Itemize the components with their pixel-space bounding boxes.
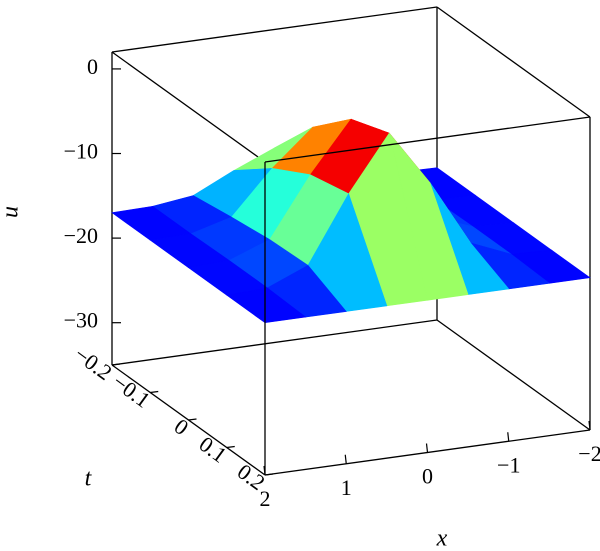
x-tick-label: 2 bbox=[260, 486, 271, 511]
z-axis-label: u bbox=[0, 206, 24, 218]
t-tick bbox=[188, 418, 197, 421]
z-tick-label: −30 bbox=[64, 308, 98, 333]
z-tick-label: −10 bbox=[64, 139, 98, 164]
z-tick-label: 0 bbox=[87, 54, 98, 79]
box-edge bbox=[111, 6, 438, 53]
x-tick bbox=[588, 420, 591, 431]
t-tick bbox=[111, 363, 121, 366]
box-edge bbox=[436, 319, 591, 431]
surface bbox=[111, 118, 591, 324]
t-tick-label: 0.1 bbox=[195, 431, 232, 467]
box-edge bbox=[436, 6, 591, 118]
surface-patch bbox=[225, 287, 307, 324]
t-tick-label: 0 bbox=[170, 413, 194, 440]
t-tick bbox=[226, 445, 235, 449]
z-tick-label: −20 bbox=[64, 223, 98, 248]
t-tick bbox=[264, 473, 274, 476]
t-tick bbox=[150, 390, 159, 394]
box-edge bbox=[111, 51, 266, 163]
x-tick bbox=[507, 432, 510, 442]
x-tick-label: −1 bbox=[497, 452, 520, 477]
x-tick-label: 0 bbox=[422, 464, 433, 489]
x-tick bbox=[263, 465, 266, 476]
t-tick-label: −0.1 bbox=[108, 369, 155, 413]
t-tick-label: −0.2 bbox=[70, 341, 117, 385]
x-tick bbox=[344, 454, 347, 464]
box-edge bbox=[111, 319, 438, 366]
x-tick bbox=[425, 443, 429, 453]
box-edge bbox=[264, 116, 591, 163]
t-axis-label: t bbox=[85, 466, 93, 492]
x-tick-label: 1 bbox=[341, 475, 352, 500]
box: 0 −10 −20 −30 bbox=[64, 6, 591, 431]
x-tick-label: −2 bbox=[578, 441, 600, 466]
x-axis-label: x bbox=[436, 526, 448, 551]
